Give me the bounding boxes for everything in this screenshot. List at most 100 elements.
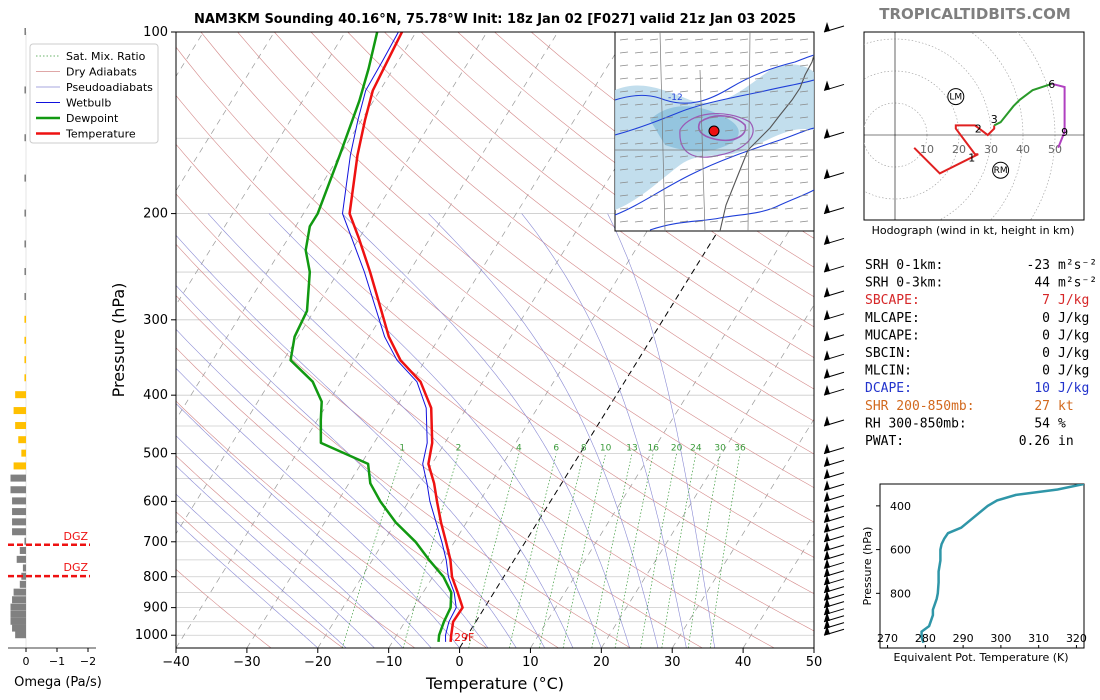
- barb-flag: [824, 590, 830, 601]
- map-wind-vector: [709, 142, 719, 145]
- barb-flag: [824, 540, 830, 551]
- map-wind-vector: [769, 207, 779, 210]
- mixing-ratio-line: [591, 453, 633, 648]
- map-wind-vector: [709, 155, 719, 158]
- profile-temperature: [348, 32, 464, 643]
- map-wind-vector: [724, 116, 734, 119]
- map-wind-vector: [784, 168, 794, 171]
- surface-temp-label: 29F: [454, 631, 474, 644]
- map-wind-vector: [634, 51, 644, 54]
- map-wind-vector: [724, 194, 734, 197]
- dry-adiabat: [420, 32, 814, 328]
- omega-bar: [24, 134, 26, 142]
- map-wind-vector: [799, 64, 809, 67]
- storm-motion-marker: [992, 161, 1010, 179]
- map-wind-vector: [769, 220, 779, 223]
- omega-bar: [24, 336, 26, 344]
- pseudoadiabat: [176, 367, 460, 648]
- map-wind-vector: [784, 155, 794, 158]
- map-wind-vector: [679, 142, 689, 145]
- pseudoadiabat: [176, 520, 319, 648]
- omega-bar: [12, 624, 26, 632]
- mixing-ratio-line: [661, 453, 697, 648]
- hodograph-ring-label: 20: [952, 143, 966, 156]
- map-wind-vector: [754, 51, 764, 54]
- map-wind-vector: [649, 116, 659, 119]
- map-wind-vector: [634, 181, 644, 184]
- map-wind-vector: [739, 220, 749, 223]
- omega-bar: [24, 268, 26, 276]
- map-wind-vector: [754, 103, 764, 106]
- theta-e-x-tick-label: 320: [1066, 632, 1087, 645]
- omega-bar: [13, 588, 26, 596]
- isotherm-line: [246, 32, 630, 648]
- map-wind-vector: [799, 51, 809, 54]
- map-wind-vector: [694, 129, 704, 132]
- x-tick-label: 20: [593, 655, 610, 670]
- map-wind-vector: [634, 90, 644, 93]
- x-tick-label: 30: [664, 655, 681, 670]
- sounding-location-marker: [708, 125, 720, 137]
- profile-wetbulb: [342, 32, 457, 642]
- omega-bar: [24, 209, 26, 217]
- map-wind-vector: [769, 155, 779, 158]
- map-wind-vector: [664, 181, 674, 184]
- map-wind-vector: [679, 194, 689, 197]
- theta-e-y-tick-label: 800: [890, 587, 911, 600]
- map-wind-vector: [619, 181, 629, 184]
- map-wind-vector: [769, 116, 779, 119]
- storm-motion-label: RM: [994, 166, 1008, 176]
- map-wind-vector: [694, 207, 704, 210]
- map-wind-vector: [649, 220, 659, 223]
- map-wind-vector: [664, 142, 674, 145]
- map-wind-vector: [709, 116, 719, 119]
- omega-bar: [10, 610, 26, 618]
- map-wind-vector: [694, 155, 704, 158]
- map-wind-vector: [679, 77, 689, 80]
- map-wind-vector: [754, 90, 764, 93]
- y-tick-label: 1000: [135, 628, 168, 643]
- map-wind-vector: [709, 64, 719, 67]
- y-tick-label: 500: [143, 447, 168, 462]
- pseudoadiabat: [176, 234, 545, 648]
- map-wind-vector: [694, 90, 704, 93]
- map-wind-vector: [694, 103, 704, 106]
- map-wind-vector: [709, 103, 719, 106]
- map-wind-vector: [739, 64, 749, 67]
- pseudoadiabat: [341, 213, 630, 648]
- map-wind-vector: [799, 90, 809, 93]
- index-unit: J/kg: [1058, 346, 1089, 361]
- x-tick-label: 50: [806, 655, 823, 670]
- x-tick-label: −10: [375, 655, 402, 670]
- legend-label: Sat. Mix. Ratio: [66, 50, 146, 63]
- map-wind-vector: [619, 103, 629, 106]
- map-wind-vector: [694, 142, 704, 145]
- omega-bar: [13, 407, 26, 415]
- map-wind-vector: [679, 38, 689, 41]
- barb-flag: [824, 350, 830, 361]
- map-wind-vector: [724, 129, 734, 132]
- dry-adiabat: [347, 32, 814, 390]
- map-wind-vector: [769, 103, 779, 106]
- x-tick-label: −20: [304, 655, 331, 670]
- pseudoadiabat: [176, 465, 375, 648]
- map-wind-vector: [649, 77, 659, 80]
- map-wind-vector: [664, 207, 674, 210]
- map-wind-vector: [679, 207, 689, 210]
- map-wind-vector: [739, 168, 749, 171]
- map-wind-vector: [784, 64, 794, 67]
- y-tick-label: 400: [143, 388, 168, 403]
- omega-tick-label: 0: [23, 655, 30, 668]
- mixing-ratio-label: 1: [399, 444, 405, 454]
- dry-adiabat: [176, 511, 344, 648]
- map-wind-vector: [739, 51, 749, 54]
- barb-flag: [824, 558, 830, 569]
- map-wind-vector: [739, 38, 749, 41]
- map-wind-vector: [769, 129, 779, 132]
- dry-adiabat: [176, 143, 814, 632]
- dry-adiabat: [176, 400, 487, 648]
- omega-tick-label: −2: [80, 655, 96, 668]
- map-wind-vector: [709, 207, 719, 210]
- barb-flag: [824, 531, 830, 542]
